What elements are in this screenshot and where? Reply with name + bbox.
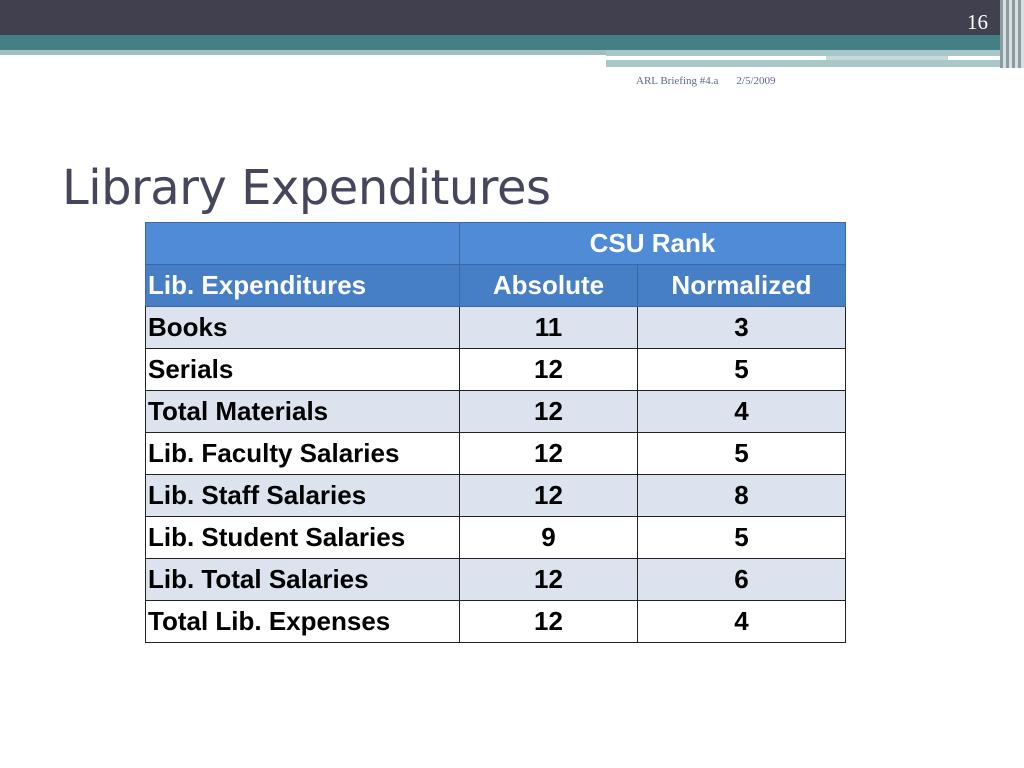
table-cell: 12	[459, 390, 638, 433]
table-cell: 8	[637, 474, 846, 517]
table-row: Lib. Faculty Salaries 12 5	[145, 432, 846, 475]
table-row: Lib. Total Salaries 12 6	[145, 558, 846, 601]
decor-bar	[826, 56, 948, 60]
slide-title: Library Expenditures	[62, 160, 551, 216]
table-row: Total Materials 12 4	[145, 390, 846, 433]
table-cell: Lib. Staff Salaries	[145, 474, 460, 517]
table-cell: 12	[459, 474, 638, 517]
table-row: Serials 12 5	[145, 348, 846, 391]
table-cell: 3	[637, 306, 846, 349]
column-header-row: Lib. Expenditures Absolute Normalized	[145, 264, 846, 307]
table-cell: 12	[459, 600, 638, 643]
table-cell: 6	[637, 558, 846, 601]
table-cell: 12	[459, 558, 638, 601]
header-accent-bar	[0, 35, 1000, 50]
table-cell: Lib. Total Salaries	[145, 558, 460, 601]
decor-bar	[606, 50, 1006, 56]
table-cell: Total Lib. Expenses	[145, 600, 460, 643]
decor-bar	[606, 60, 1006, 67]
table-cell: 5	[637, 348, 846, 391]
table-cell: 12	[459, 432, 638, 475]
column-header: Normalized	[637, 264, 846, 307]
table-cell: 11	[459, 306, 638, 349]
table-cell: Serials	[145, 348, 460, 391]
table-cell: Total Materials	[145, 390, 460, 433]
expenditures-table: CSU Rank Lib. Expenditures Absolute Norm…	[145, 222, 846, 643]
table-row: Lib. Staff Salaries 12 8	[145, 474, 846, 517]
header-cell-empty	[145, 222, 460, 265]
table-cell: 4	[637, 600, 846, 643]
group-header-cell: CSU Rank	[459, 222, 846, 265]
footer-date: 2/5/2009	[736, 75, 776, 87]
table-cell: 5	[637, 516, 846, 559]
table-cell: Books	[145, 306, 460, 349]
table-row: Total Lib. Expenses 12 4	[145, 600, 846, 643]
slide-number: 16	[967, 10, 988, 34]
table-cell: 12	[459, 348, 638, 391]
column-header: Absolute	[459, 264, 638, 307]
table-cell: 5	[637, 432, 846, 475]
group-header-row: CSU Rank	[145, 222, 846, 265]
decor-stripes	[1000, 0, 1024, 68]
footer-title: ARL Briefing #4.a	[636, 75, 719, 87]
table-row: Books 11 3	[145, 306, 846, 349]
table-cell: Lib. Student Salaries	[145, 516, 460, 559]
table-cell: 4	[637, 390, 846, 433]
table-cell: 9	[459, 516, 638, 559]
table-row: Lib. Student Salaries 9 5	[145, 516, 846, 559]
column-header: Lib. Expenditures	[145, 264, 460, 307]
slide-footer: ARL Briefing #4.a 2/5/2009	[636, 75, 794, 87]
header-bar	[0, 0, 1024, 35]
decor-bar	[0, 50, 606, 55]
table-cell: Lib. Faculty Salaries	[145, 432, 460, 475]
